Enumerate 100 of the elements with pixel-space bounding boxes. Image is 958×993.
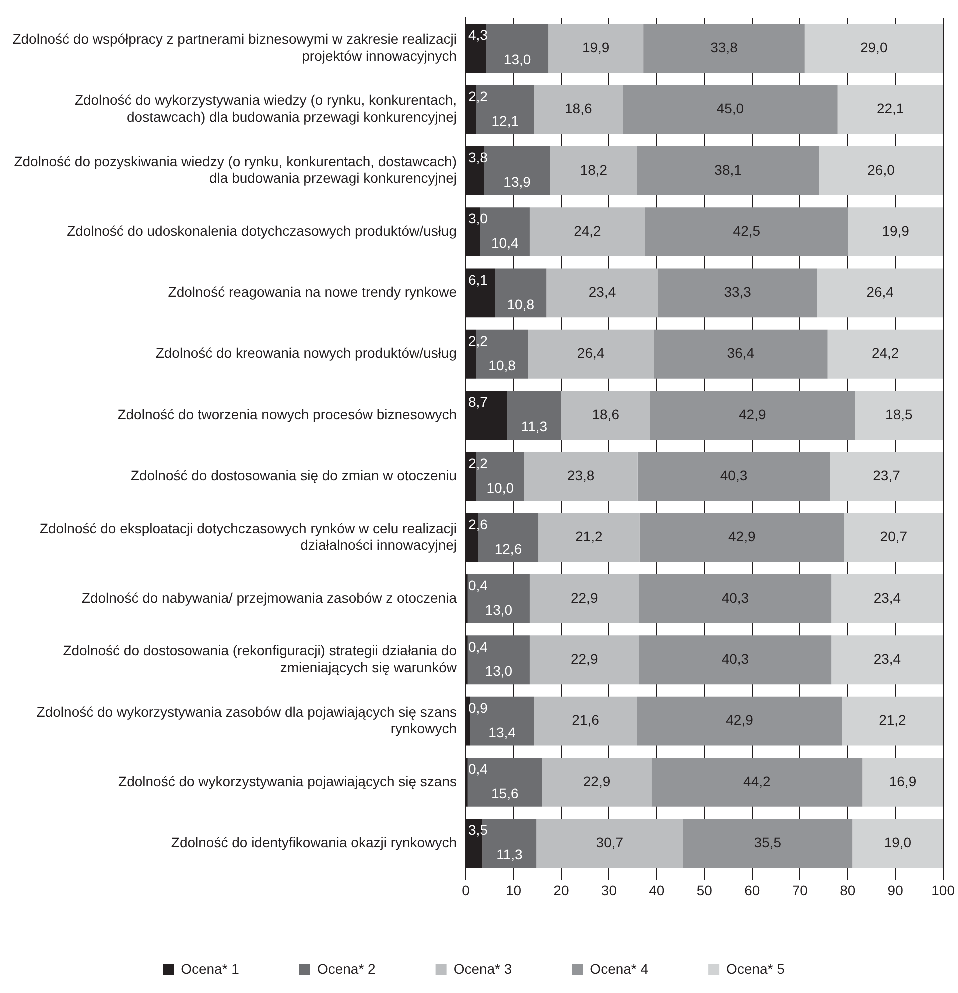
bar (650, 391, 856, 440)
data-label: 42,9 (739, 406, 766, 422)
data-label: 26,4 (577, 345, 605, 362)
data-label: 11,3 (496, 846, 523, 863)
data-label: 19,0 (884, 834, 912, 850)
data-label: 10,4 (492, 235, 519, 252)
x-tick-label: 70 (792, 882, 808, 898)
x-tick-label: 60 (744, 882, 760, 898)
x-tick-label: 90 (888, 882, 904, 898)
data-label: 42,5 (733, 222, 761, 239)
bar (536, 819, 684, 868)
bar (804, 24, 944, 74)
bar (848, 208, 944, 257)
data-label: 45,0 (716, 100, 744, 117)
data-label: 29,0 (860, 39, 888, 56)
bar (652, 758, 863, 807)
bar (561, 391, 650, 440)
data-label: 13,9 (504, 174, 532, 190)
data-label: 18,6 (592, 406, 620, 422)
data-label: 19,9 (882, 222, 910, 239)
bar (644, 24, 805, 74)
bar (838, 85, 944, 134)
data-label: 36,4 (727, 345, 755, 362)
data-label: 21,2 (576, 528, 603, 545)
bar (468, 636, 530, 685)
bar (468, 758, 542, 807)
data-label: 24,2 (872, 345, 900, 362)
bar (495, 268, 547, 318)
data-label: 42,9 (728, 528, 756, 545)
bar (638, 452, 830, 502)
data-label: 40,3 (722, 651, 750, 668)
bar (470, 696, 534, 746)
x-tick-label: 80 (840, 882, 856, 898)
legend-label: Ocena* 1 (181, 960, 240, 977)
bar (658, 268, 818, 318)
data-label: 22,9 (570, 590, 598, 606)
data-label: 11,3 (521, 418, 548, 435)
bar (639, 636, 832, 685)
data-label: 22,9 (583, 773, 611, 790)
data-label: 33,8 (710, 39, 738, 56)
bar (528, 330, 654, 379)
x-tick-label: 40 (649, 882, 665, 898)
x-tick-label: 0 (462, 882, 470, 898)
bar (862, 758, 944, 807)
bar (828, 330, 944, 379)
y-tick-label: Zdolność do dostosowania się do zmian w otoczeniu (130, 468, 457, 484)
data-label: 23,7 (873, 468, 901, 484)
legend-label: Ocena* 5 (726, 960, 786, 977)
bar (530, 208, 646, 257)
data-label: 24,2 (574, 222, 602, 239)
data-label: 21,6 (572, 712, 600, 728)
bar (508, 391, 562, 440)
y-tick-label: Zdolność do wykorzystywania wiedzy (o rynku, konkurentach, dostawcach) dla budowania przewagi konkurencyjnej (74, 92, 457, 125)
bar (534, 696, 638, 746)
bar (832, 574, 944, 624)
legend-label: Ocena* 3 (454, 960, 512, 977)
bar (548, 24, 644, 74)
data-label: 23,4 (588, 284, 616, 300)
data-label: 15,6 (492, 786, 519, 802)
y-tick-label: Zdolność do dostosowania (rekonfiguracji) strategii działania do zmieniających się warunków (63, 642, 458, 676)
bar (819, 146, 944, 196)
y-tick-label: Zdolność do współpracy z partnerami biznesowymi w zakresie realizacji projektów innowacyjnych (12, 31, 457, 64)
data-label: 33,3 (724, 284, 752, 300)
y-tick-label: Zdolność do tworzenia nowych procesów biznesowych (118, 406, 457, 422)
y-tick-label: Zdolność do identyfikowania okazji rynkowych (171, 834, 457, 850)
bar (542, 758, 652, 807)
bar (645, 208, 848, 257)
y-tick-label: Zdolność do pozyskiwania wiedzy (o rynku, konkurentach, dostawcach) dla budowania przewagi konkurencyjnej (14, 153, 457, 186)
data-label: 12,6 (494, 540, 522, 557)
bar (842, 696, 944, 746)
y-tick-label: Zdolność do wykorzystywania pojawiających się szans (118, 773, 457, 790)
bar (550, 146, 638, 196)
data-label: 2,6 (468, 516, 488, 532)
data-label: 16,9 (889, 773, 917, 790)
data-label: 8,7 (468, 394, 488, 410)
bar (639, 574, 832, 624)
x-tick-label: 30 (601, 882, 618, 898)
x-tick-label: 50 (696, 882, 713, 898)
bar (546, 268, 658, 318)
y-tick-label: Zdolność do nabywania/ przejmowania zasobów z otoczenia (82, 590, 458, 606)
data-label: 38,1 (714, 162, 742, 178)
data-label: 30,7 (596, 834, 624, 850)
data-label: 21,2 (879, 712, 907, 728)
data-label: 44,2 (744, 773, 772, 790)
data-label: 3,5 (468, 822, 488, 838)
data-label: 13,0 (485, 602, 513, 618)
data-label: 23,8 (567, 468, 595, 484)
data-label: 0,4 (468, 761, 488, 778)
legend-label: Ocena* 2 (317, 960, 376, 977)
legend-label: Ocena* 4 (590, 960, 649, 977)
data-label: 23,4 (874, 590, 902, 606)
y-tick-label: Zdolność do eksploatacji dotychczasowych rynków w celu realizacji działalności innowacyjnej (40, 520, 457, 554)
bar (832, 636, 944, 685)
data-label: 12,1 (492, 112, 520, 129)
bar (654, 330, 828, 379)
data-label: 18,5 (886, 406, 914, 422)
y-tick-label: Zdolność do kreowania nowych produktów/usług (156, 345, 457, 362)
bar (623, 85, 838, 134)
bar (486, 24, 549, 74)
data-label: 13,0 (485, 663, 513, 680)
